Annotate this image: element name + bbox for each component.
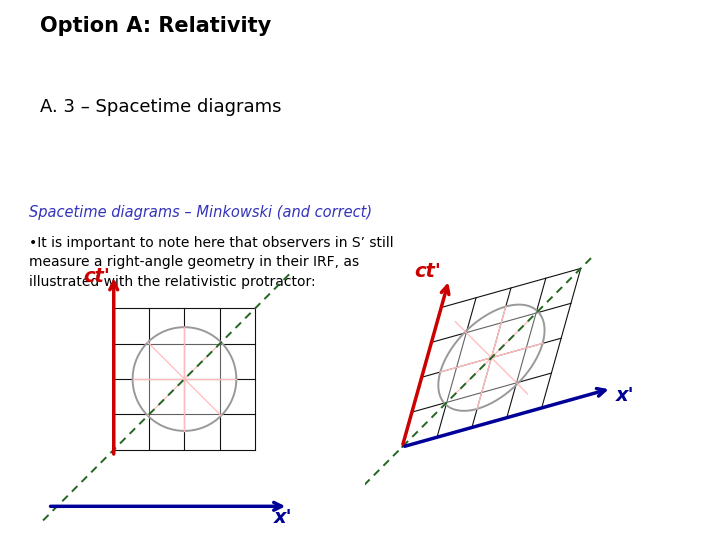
Text: Option A: Relativity: Option A: Relativity	[40, 16, 271, 36]
Text: x': x'	[274, 508, 292, 527]
Text: x': x'	[616, 387, 634, 406]
Polygon shape	[438, 305, 544, 411]
Text: ct': ct'	[83, 267, 110, 286]
Text: ct': ct'	[414, 262, 441, 281]
Text: •It is important to note here that observers in S’ still
measure a right-angle g: •It is important to note here that obser…	[29, 235, 393, 288]
Polygon shape	[132, 327, 236, 431]
Text: A. 3 – Spacetime diagrams: A. 3 – Spacetime diagrams	[40, 98, 281, 117]
Text: Spacetime diagrams – Minkowski (and correct): Spacetime diagrams – Minkowski (and corr…	[29, 205, 372, 220]
